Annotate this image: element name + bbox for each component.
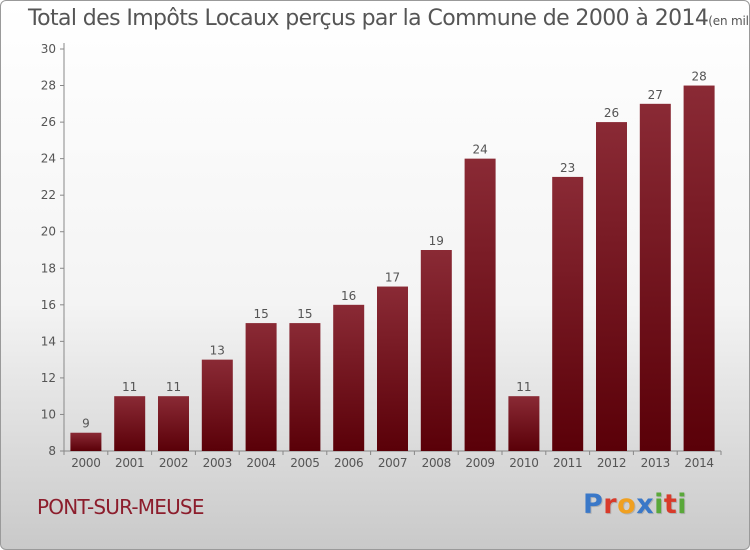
logo-letter: i: [654, 489, 664, 520]
bar-value-label: 26: [604, 106, 619, 120]
bar: [201, 359, 233, 451]
bar-value-label: 17: [385, 271, 400, 285]
proxiti-logo: Proxiti: [583, 489, 687, 520]
x-tick-label: 2004: [246, 456, 275, 470]
x-tick-label: 2002: [159, 456, 188, 470]
bar: [508, 396, 540, 451]
x-tick-label: 2009: [465, 456, 494, 470]
x-tick-label: 2013: [641, 456, 670, 470]
bar-value-label: 19: [429, 234, 444, 248]
x-tick-label: 2008: [422, 456, 451, 470]
logo-letter: t: [663, 489, 678, 520]
bar: [377, 286, 408, 451]
y-tick-label: 14: [41, 334, 56, 348]
bar: [289, 323, 321, 451]
commune-name: PONT-SUR-MEUSE: [37, 495, 204, 519]
bar: [552, 176, 584, 451]
x-tick-label: 2005: [290, 456, 319, 470]
bar-value-label: 15: [253, 307, 268, 321]
x-tick-label: 2011: [553, 456, 582, 470]
bar: [420, 250, 452, 451]
bar: [114, 396, 146, 451]
logo-letter: P: [583, 489, 604, 520]
logo-letter: o: [617, 489, 637, 520]
y-tick-label: 26: [41, 115, 56, 129]
y-tick-label: 20: [41, 225, 56, 239]
y-tick-label: 10: [41, 407, 56, 421]
x-tick-label: 2003: [203, 456, 232, 470]
bar-value-label: 13: [210, 344, 225, 358]
bar-value-label: 11: [122, 380, 137, 394]
y-tick-label: 16: [41, 298, 56, 312]
y-tick-label: 22: [41, 188, 56, 202]
chart-title-unit: (en milliers d'€): [708, 14, 750, 28]
x-tick-label: 2006: [334, 456, 363, 470]
bar: [464, 158, 496, 452]
bar-value-label: 16: [341, 289, 356, 303]
logo-letter: r: [603, 489, 618, 520]
bar: [245, 323, 277, 451]
x-tick-label: 2012: [597, 456, 626, 470]
x-tick-label: 2007: [378, 456, 407, 470]
bar-value-label: 11: [516, 380, 531, 394]
x-tick-label: 2014: [684, 456, 713, 470]
bar-value-label: 9: [82, 417, 90, 431]
bar-value-label: 11: [166, 380, 181, 394]
bar-value-label: 23: [560, 161, 575, 175]
bar: [596, 122, 627, 451]
bar: [333, 304, 365, 451]
y-tick-label: 12: [41, 371, 56, 385]
logo-letter: i: [677, 489, 688, 520]
y-tick-label: 28: [41, 79, 56, 93]
logo-letter: x: [636, 489, 655, 520]
x-tick-label: 2010: [509, 456, 538, 470]
bar-value-label: 28: [691, 70, 706, 84]
bar-value-label: 24: [472, 143, 487, 157]
chart-title-main: Total des Impôts Locaux perçus par la Co…: [28, 6, 709, 31]
y-tick-label: 18: [41, 261, 56, 275]
y-tick-label: 8: [48, 444, 56, 458]
bar-value-label: 15: [297, 307, 312, 321]
bar-value-label: 27: [648, 88, 663, 102]
bar: [639, 103, 671, 452]
bar: [158, 396, 189, 451]
y-tick-label: 24: [41, 152, 56, 166]
bar: [683, 85, 715, 451]
x-tick-label: 2000: [71, 456, 100, 470]
x-tick-label: 2001: [115, 456, 144, 470]
bar: [70, 432, 102, 451]
chart-title: Total des Impôts Locaux perçus par la Co…: [28, 6, 750, 31]
y-tick-label: 30: [41, 42, 56, 56]
